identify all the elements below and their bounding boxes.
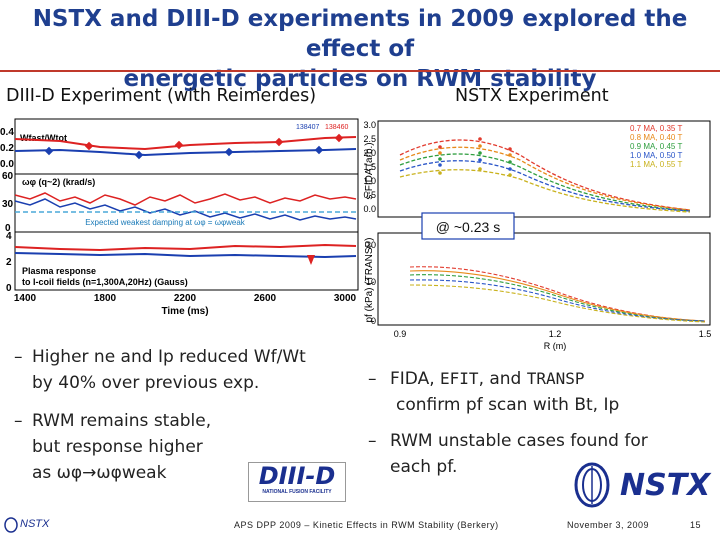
panel2-ytick-1: 60 [2,171,14,182]
right-bullet-2: – RWM unstable cases found for each pf. [368,428,708,480]
panel1-ytick-3: 0.0 [0,159,14,170]
panel2-ytick-3: 0 [5,223,11,234]
panel1-trace-blue [14,148,357,157]
svg-text:1.5: 1.5 [363,162,376,172]
svg-text:2.0: 2.0 [363,148,376,158]
xtick-1800: 1800 [94,293,117,304]
right-header: NSTX Experiment [455,86,609,106]
right-bullet-2-line-1: RWM unstable cases found for [390,431,648,451]
panel3-ytick-1: 4 [6,231,12,242]
fida-legend: 0.7 MA, 0.35 T 0.8 MA, 0.40 T 0.9 MA, 0.… [630,124,682,169]
svg-text:0.7 MA, 0.35 T: 0.7 MA, 0.35 T [630,124,682,133]
panel1-diamond-markers [44,133,344,160]
title-divider [0,70,720,72]
diiid-logo: DIII-D NATIONAL FUSION FACILITY [248,462,346,502]
bullet-dash: – [14,411,23,431]
left-header: DIII-D Experiment (with Reimerdes) [6,86,317,106]
top-yticks: 3.0 2.5 2.0 1.5 1.0 0.5 0.0 [363,120,376,214]
footer-left-text: NSTX [20,518,50,530]
right-bullet-1-line-1: FIDA, EFIT, and TRANSP [390,369,585,389]
svg-text:0.9: 0.9 [394,329,407,339]
svg-text:10: 10 [366,277,376,287]
svg-text:1.5: 1.5 [699,329,712,339]
fida-data-points [438,137,512,177]
right-bullet-1-line-2: confirm pf scan with Bt, Ip [396,395,620,415]
xtick-3000: 3000 [334,293,357,304]
panel2-label: ωφ (q~2) (krad/s) [22,177,95,187]
svg-text:1.0 MA, 0.50 T: 1.0 MA, 0.50 T [630,151,682,160]
left-bullet-2-line-1: RWM remains stable, [32,411,212,431]
footer-center-text: APS DPP 2009 – Kinetic Effects in RWM St… [234,520,499,530]
footer-page-number: 15 [690,520,702,530]
nstx-logo-text: NSTX [620,468,711,503]
nstx-logo: NSTX [572,462,712,508]
fida-profiles [399,139,691,213]
panel2-ytick-2: 30 [2,199,14,210]
top-ylabel: s-FIDA (arb.) [364,142,375,199]
bullet-dash: – [368,369,377,389]
svg-text:0.0: 0.0 [363,204,376,214]
right-bullet-2-line-2: each pf. [390,457,458,477]
left-xlabel: Time (ms) [161,306,208,317]
panel1-label: Wfast/Wtot [20,133,67,143]
time-label-box [421,212,515,240]
bullet-dash: – [368,431,377,451]
xtick-2200: 2200 [174,293,197,304]
left-bullet-1-line-1: Higher ne and Ip reduced Wf/Wt [32,347,306,367]
shot-number-1: 138407 [296,124,319,131]
panel2-trace-blue [14,198,357,221]
xtick-2600: 2600 [254,293,277,304]
panel3-triangle-marker [307,255,315,265]
diiid-logo-text: DIII-D [258,462,336,490]
shot-number-2: 138460 [325,124,348,131]
panel3-ytick-3: 0 [6,283,12,294]
efit-code: EFIT [440,369,479,388]
left-bullet-2-line-2: but response higher [32,437,203,457]
panel1-trace-red [14,136,357,151]
panel1-ytick-2: 0.2 [0,143,14,154]
diiid-time-traces-figure: 138407 138460 0.4 0.2 0.0 Wfast/Wtot 60 … [0,118,359,317]
panel1-ytick-1: 0.4 [0,127,14,138]
panel2-annotation: Expected weakest damping at ωφ = ωφweak [85,218,246,227]
panel3-label-1: Plasma response [22,266,96,276]
diiid-logo-subtext: NATIONAL FUSION FACILITY [262,489,332,495]
left-bullet-2-line-3: as ωφ→ωφweak [32,463,167,483]
svg-text:0.5: 0.5 [363,190,376,200]
bottom-yticks: 20 10 0 [366,240,376,326]
svg-text:0: 0 [371,316,376,326]
svg-text:2.5: 2.5 [363,134,376,144]
xtick-1400: 1400 [14,293,37,304]
svg-text:1.0: 1.0 [363,176,376,186]
pressure-profiles [409,266,706,323]
right-bullet-1: – FIDA, EFIT, and TRANSP confirm pf scan… [368,366,708,418]
svg-text:1.2: 1.2 [549,329,562,339]
svg-text:20: 20 [366,240,376,250]
left-bullet-2: – RWM remains stable, but response highe… [14,408,254,486]
svg-text:1.1 MA, 0.55 T: 1.1 MA, 0.55 T [630,160,682,169]
footer-torus-icon [4,517,18,533]
bottom-xticks: 0.9 1.2 1.5 [394,329,712,339]
svg-text:0.8 MA, 0.40 T: 0.8 MA, 0.40 T [630,133,682,142]
left-bullet-1: – Higher ne and Ip reduced Wf/Wt by 40% … [14,344,354,396]
left-bullet-1-line-2: by 40% over previous exp. [32,373,260,393]
panel2-trace-red [14,192,357,206]
bullet-dash: – [14,347,23,367]
title-line-1: NSTX and DIII-D experiments in 2009 expl… [32,6,688,62]
footer-date: November 3, 2009 [567,520,650,530]
svg-text:0.9 MA, 0.45 T: 0.9 MA, 0.45 T [630,142,682,151]
bottom-ylabel: pf (kPa) (TRANSP) [364,237,375,322]
nstx-torus-icon [574,462,610,508]
panel3-label-2: to I-coil fields (n=1,300A,20Hz) (Gauss) [22,277,188,287]
time-label: @ ~0.23 s [436,219,500,235]
nstx-profiles-figure: s-FIDA (arb.) 3.0 2.5 2.0 1.5 1.0 0.5 0.… [363,120,712,351]
panel3-trace-red [14,243,357,252]
panel3-ytick-2: 2 [6,257,12,268]
svg-text:3.0: 3.0 [363,120,376,130]
transp-code: TRANSP [526,369,585,388]
right-xlabel: R (m) [544,341,567,351]
slide-title: NSTX and DIII-D experiments in 2009 expl… [0,4,720,94]
